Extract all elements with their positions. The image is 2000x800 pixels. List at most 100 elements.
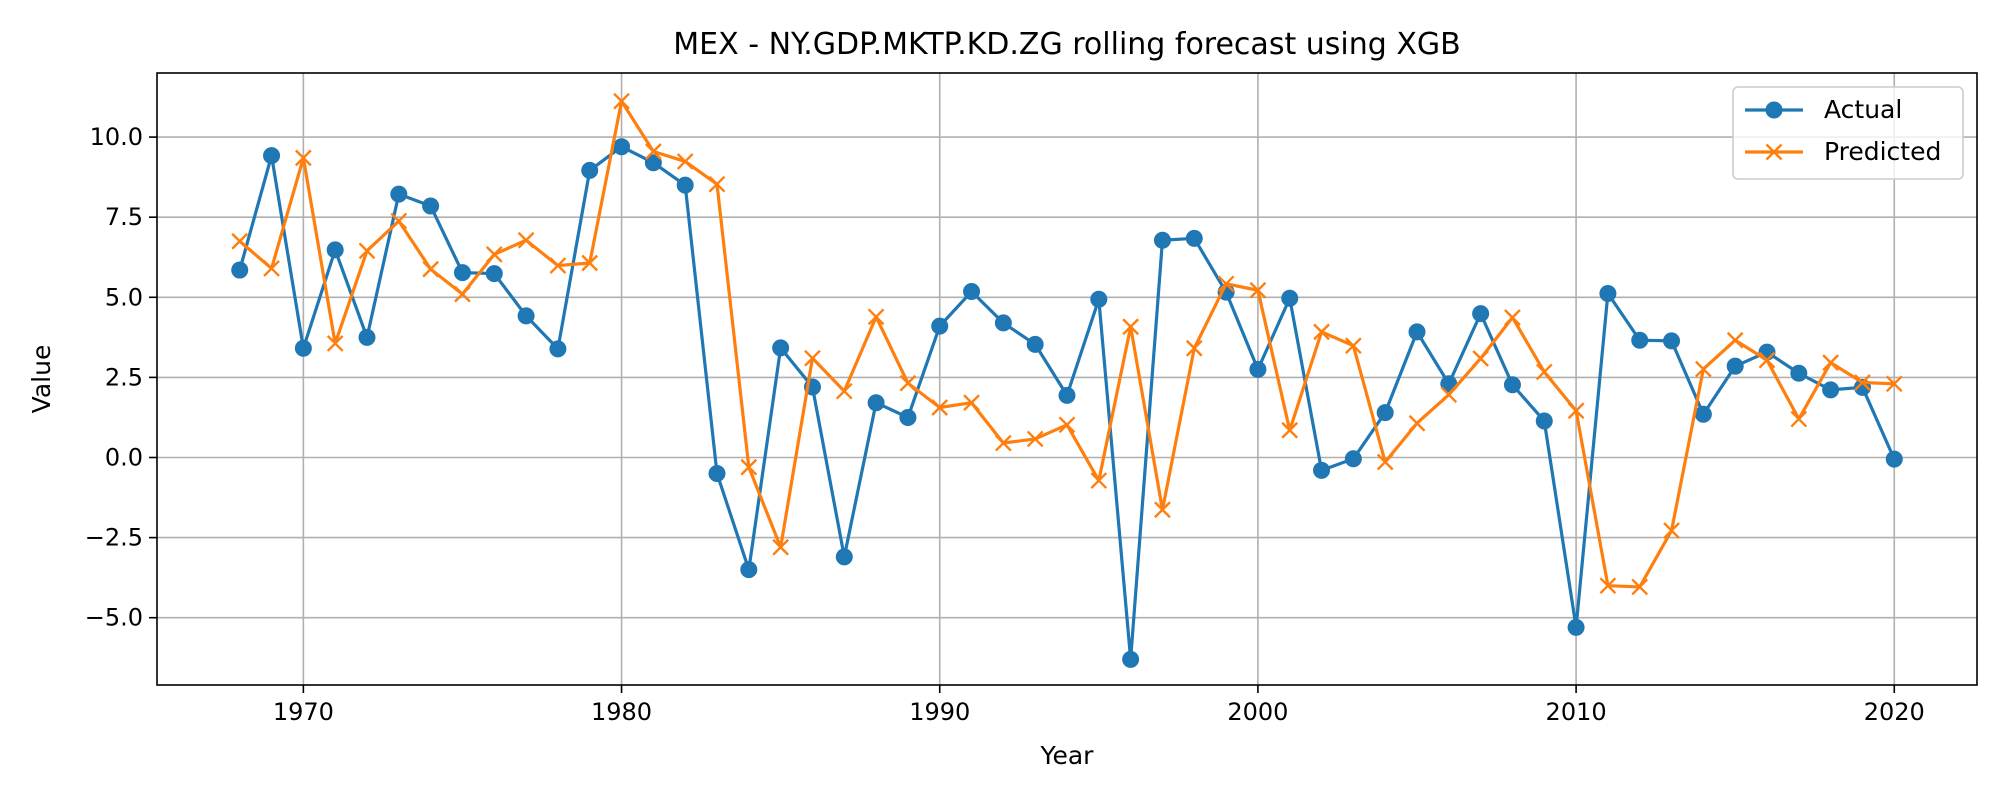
data-point-actual	[1822, 381, 1840, 399]
series-predicted	[231, 92, 1903, 596]
x-marker-stroke	[485, 246, 503, 263]
data-point-predicted	[1154, 501, 1171, 519]
data-point-predicted	[1185, 339, 1203, 357]
x-marker-stroke	[740, 458, 758, 476]
x-marker-stroke	[1885, 375, 1903, 393]
data-point-actual	[708, 465, 726, 483]
data-point-predicted	[708, 175, 726, 193]
data-point-predicted	[1854, 374, 1871, 391]
x-marker-stroke	[295, 149, 312, 167]
x-marker-stroke	[1631, 578, 1649, 596]
y-tick-label: 2.5	[105, 363, 143, 391]
x-marker-stroke	[1154, 501, 1171, 519]
x-marker-stroke	[1217, 275, 1235, 293]
x-marker-stroke	[1281, 421, 1299, 439]
x-marker-stroke	[326, 335, 344, 352]
x-marker-stroke	[804, 349, 821, 367]
x-marker-stroke	[1440, 386, 1458, 404]
x-tick-label: 2020	[1864, 698, 1925, 726]
data-point-actual	[1090, 290, 1108, 308]
data-point-predicted	[295, 149, 312, 167]
legend-label-actual: Actual	[1824, 95, 1902, 124]
data-point-actual	[899, 408, 917, 426]
data-point-actual	[772, 339, 790, 357]
legend: Actual Predicted	[1732, 86, 1964, 180]
data-point-predicted	[963, 394, 980, 412]
data-point-predicted	[676, 153, 694, 170]
data-point-predicted	[1313, 323, 1330, 341]
x-marker-stroke	[1249, 281, 1267, 299]
x-marker-stroke	[454, 285, 471, 303]
x-marker-stroke	[931, 399, 949, 416]
data-point-predicted	[1504, 309, 1521, 326]
data-point-predicted	[1695, 360, 1712, 378]
axis-ticks: 1970 1980 1990 2000 2010 2020 −5.0 −2.5 0.0 2.5 5.…	[85, 123, 1925, 726]
x-marker-stroke	[358, 242, 376, 260]
data-point-predicted	[1376, 453, 1394, 471]
data-point-predicted	[1217, 275, 1235, 293]
y-tick-label: 0.0	[105, 444, 143, 472]
data-point-actual	[1472, 305, 1490, 323]
data-point-actual	[294, 339, 312, 357]
data-point-predicted	[1663, 522, 1680, 539]
data-point-actual	[1726, 357, 1744, 375]
data-point-actual	[676, 176, 694, 194]
data-point-actual	[1281, 289, 1299, 307]
y-tick-label: 5.0	[105, 283, 143, 311]
data-point-actual	[1344, 450, 1362, 468]
x-marker-stroke	[995, 434, 1012, 452]
data-point-actual	[644, 154, 662, 172]
x-marker-stroke	[1726, 331, 1744, 349]
data-point-predicted	[1249, 281, 1267, 299]
data-point-actual	[1663, 332, 1681, 350]
data-point-actual	[1599, 284, 1617, 302]
x-marker-stroke	[1313, 323, 1330, 341]
data-point-actual	[613, 138, 631, 156]
x-marker-stroke	[963, 394, 980, 412]
x-marker-stroke	[1504, 309, 1521, 326]
data-point-actual	[1185, 229, 1203, 247]
x-marker-stroke	[1345, 337, 1362, 355]
data-point-predicted	[1281, 421, 1299, 439]
data-point-predicted	[581, 254, 599, 272]
data-point-predicted	[1345, 337, 1362, 355]
data-point-actual	[1122, 650, 1140, 668]
data-point-predicted	[1026, 430, 1044, 448]
data-point-predicted	[549, 257, 567, 274]
data-point-predicted	[1822, 354, 1839, 372]
data-point-actual	[1631, 331, 1649, 349]
x-tick-label: 1970	[273, 698, 334, 726]
x-marker-stroke	[263, 260, 280, 277]
x-marker-stroke	[517, 231, 535, 249]
data-point-predicted	[995, 434, 1012, 452]
data-point-predicted	[1440, 386, 1458, 404]
data-point-predicted	[772, 538, 789, 556]
x-marker-stroke	[1122, 318, 1139, 336]
x-marker-stroke	[1790, 410, 1808, 428]
data-point-actual	[931, 317, 949, 335]
data-point-actual	[1885, 450, 1903, 468]
data-point-actual	[867, 394, 885, 412]
data-point-actual	[358, 328, 376, 346]
data-point-predicted	[1599, 577, 1617, 595]
x-marker-stroke	[1758, 351, 1776, 369]
x-marker-stroke	[1765, 143, 1783, 161]
data-point-actual	[1376, 404, 1394, 422]
x-marker-stroke	[613, 92, 630, 110]
x-marker-stroke	[1854, 374, 1871, 391]
data-point-actual	[1058, 386, 1076, 404]
plot-frame	[156, 72, 1978, 686]
data-point-actual	[1026, 335, 1044, 353]
x-marker-stroke	[1376, 453, 1394, 471]
data-point-actual	[1249, 360, 1267, 378]
x-tick-label: 1980	[591, 698, 652, 726]
x-marker-stroke	[1695, 360, 1712, 378]
data-point-actual	[231, 261, 249, 279]
data-point-actual	[963, 283, 981, 301]
data-point-predicted	[1790, 410, 1808, 428]
data-point-actual	[485, 265, 503, 283]
legend-swatch-actual	[1745, 101, 1803, 119]
y-tick-label: 10.0	[90, 123, 143, 151]
legend-label-predicted: Predicted	[1824, 137, 1941, 166]
